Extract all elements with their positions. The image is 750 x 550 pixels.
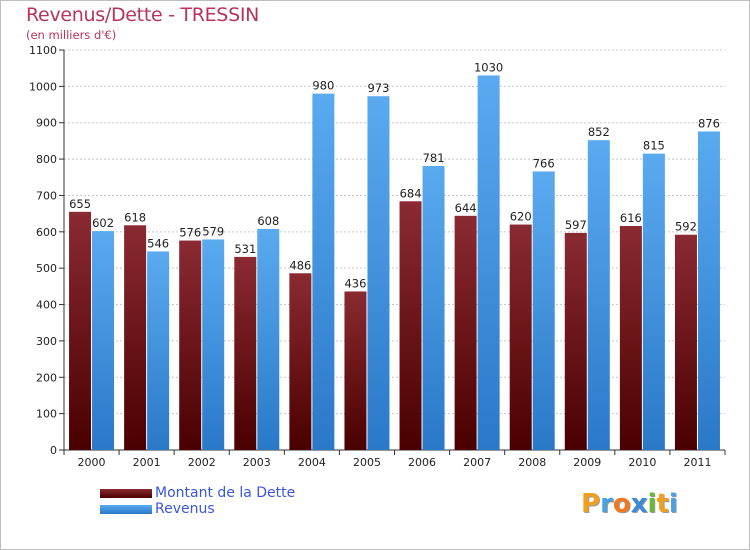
- data-label-revenus-2001: 546: [147, 236, 169, 250]
- legend-swatch-dette: [100, 489, 152, 498]
- x-tick-label-2000: 2000: [78, 456, 106, 469]
- logo-letter: P: [581, 489, 601, 519]
- legend-label-revenus: Revenus: [155, 501, 215, 517]
- data-label-revenus-2000: 602: [92, 216, 114, 230]
- x-tick-label-2009: 2009: [573, 456, 601, 469]
- x-tick-label-2005: 2005: [353, 456, 381, 469]
- y-tick-label: 300: [36, 335, 57, 348]
- data-label-revenus-2008: 766: [533, 156, 555, 170]
- y-tick-label: 1100: [29, 44, 57, 57]
- y-tick-label: 700: [36, 189, 57, 202]
- y-tick-label: 200: [36, 371, 57, 384]
- y-tick-label: 1000: [29, 80, 57, 93]
- data-label-dette-2002: 576: [179, 226, 201, 240]
- bar-dette-2006: [399, 201, 422, 450]
- data-label-revenus-2003: 608: [257, 214, 279, 228]
- bar-revenus-2001: [147, 251, 170, 450]
- y-tick-label: 100: [36, 408, 57, 421]
- bar-revenus-2008: [532, 171, 555, 451]
- bar-revenus-2009: [587, 140, 610, 450]
- data-label-revenus-2002: 579: [202, 224, 224, 238]
- logo-letter: r: [600, 489, 613, 519]
- bar-dette-2000: [69, 211, 92, 450]
- bar-dette-2009: [564, 232, 587, 450]
- bar-dette-2007: [454, 215, 477, 450]
- y-tick-label: 400: [36, 299, 57, 312]
- logo-letter: i: [647, 489, 657, 519]
- bar-dette-2004: [289, 273, 312, 450]
- x-tick-label-2007: 2007: [463, 456, 491, 469]
- bar-dette-2002: [179, 240, 202, 450]
- bar-revenus-2004: [312, 93, 335, 451]
- data-label-dette-2010: 616: [620, 211, 642, 225]
- bar-dette-2010: [619, 226, 642, 450]
- bar-revenus-2006: [422, 166, 445, 450]
- chart-subtitle: (en milliers d'€): [26, 28, 117, 42]
- axes: 0 100 200 300 400 500 600 700 800 900 1000 1100 2000…: [29, 44, 726, 469]
- data-label-dette-2005: 436: [344, 276, 366, 290]
- logo-letter: x: [630, 489, 648, 519]
- data-label-dette-2006: 684: [400, 186, 422, 200]
- data-label-revenus-2006: 781: [423, 151, 445, 165]
- logo-letter: t: [656, 489, 669, 519]
- legend-swatch-revenus: [100, 505, 152, 514]
- x-tick-label-2008: 2008: [518, 456, 546, 469]
- bar-revenus-2010: [642, 153, 665, 451]
- bar-dette-2008: [509, 224, 532, 450]
- x-tick-label-2004: 2004: [298, 456, 326, 469]
- legend-label-dette: Montant de la Dette: [155, 485, 296, 501]
- logo-letter: o: [612, 489, 631, 519]
- bar-revenus-2000: [92, 231, 115, 450]
- bar-revenus-2011: [697, 131, 720, 451]
- y-tick-label: 600: [36, 226, 57, 239]
- data-label-revenus-2007: 1030: [474, 60, 503, 74]
- data-label-dette-2011: 592: [675, 220, 697, 234]
- y-tick-label: 500: [36, 262, 57, 275]
- proxiti-logo: Proxiti: [581, 489, 678, 519]
- data-label-revenus-2010: 815: [643, 139, 665, 153]
- x-tick-label-2006: 2006: [408, 456, 436, 469]
- data-label-dette-2000: 655: [69, 197, 91, 211]
- bar-dette-2011: [674, 234, 697, 450]
- bars: [69, 75, 720, 451]
- bar-dette-2003: [234, 256, 257, 450]
- x-tick-label-2010: 2010: [628, 456, 656, 469]
- bar-revenus-2007: [477, 75, 500, 451]
- data-label-dette-2008: 620: [510, 210, 532, 224]
- data-label-dette-2001: 618: [124, 210, 146, 224]
- data-label-revenus-2009: 852: [588, 125, 610, 139]
- y-tick-label: 900: [36, 117, 57, 130]
- bar-revenus-2003: [257, 228, 280, 450]
- data-label-dette-2009: 597: [565, 218, 587, 232]
- logo-letter: i: [668, 489, 678, 519]
- data-label-revenus-2005: 973: [367, 81, 389, 95]
- y-tick-label: 800: [36, 153, 57, 166]
- x-tick-label-2003: 2003: [243, 456, 271, 469]
- bar-revenus-2002: [202, 239, 225, 450]
- data-label-revenus-2004: 980: [312, 79, 334, 93]
- y-tick-label: 0: [50, 444, 57, 457]
- data-label-revenus-2011: 876: [698, 116, 720, 130]
- chart-title: Revenus/Dette - TRESSIN: [26, 4, 260, 26]
- x-tick-label-2002: 2002: [188, 456, 216, 469]
- x-tick-label-2001: 2001: [133, 456, 161, 469]
- bar-dette-2001: [124, 225, 147, 450]
- data-label-dette-2003: 531: [234, 242, 256, 256]
- x-tick-label-2011: 2011: [683, 456, 711, 469]
- bar-dette-2005: [344, 291, 367, 450]
- bar-revenus-2005: [367, 96, 390, 450]
- data-label-dette-2007: 644: [455, 201, 477, 215]
- data-label-dette-2004: 486: [289, 258, 311, 272]
